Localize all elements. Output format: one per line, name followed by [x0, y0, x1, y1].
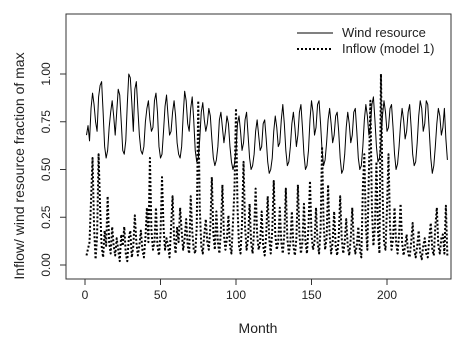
- y-tick-label: 0.25: [39, 205, 53, 229]
- series-line-inflow: [85, 73, 449, 263]
- x-axis: 0 50 100 150 200: [82, 279, 397, 302]
- y-axis-title: Inflow/ wind resource fraction of max: [11, 52, 27, 279]
- series-line-wind-resource: [86, 73, 448, 174]
- plot-frame: [65, 13, 452, 280]
- x-tick-label: 100: [226, 288, 246, 302]
- x-axis-title: Month: [239, 320, 278, 336]
- x-tick-label: 200: [377, 288, 397, 302]
- x-tick-label: 150: [301, 288, 321, 302]
- y-tick-label: 1.00: [39, 62, 53, 86]
- legend-label-wind-resource: Wind resource: [342, 25, 426, 40]
- y-tick-label: 0.50: [39, 157, 53, 181]
- y-tick-label: 0.00: [39, 253, 53, 277]
- x-tick-label: 50: [154, 288, 168, 302]
- x-tick-label: 0: [82, 288, 89, 302]
- legend: Wind resource Inflow (model 1): [297, 25, 434, 56]
- series-layer: [85, 73, 449, 263]
- y-tick-label: 0.75: [39, 110, 53, 134]
- y-axis: 0.00 0.25 0.50 0.75 1.00: [39, 62, 66, 277]
- legend-label-inflow: Inflow (model 1): [342, 41, 434, 56]
